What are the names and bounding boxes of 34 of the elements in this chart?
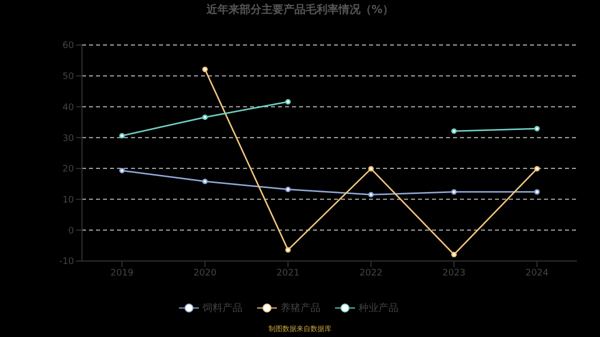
x-tick-label: 2019 <box>110 268 134 278</box>
point <box>534 189 540 195</box>
y-tick-label: 10 <box>62 195 74 206</box>
legend-label: 养猪产品 <box>280 302 320 315</box>
point <box>119 132 125 138</box>
point <box>368 192 374 198</box>
point <box>534 126 540 132</box>
y-tick-label: -10 <box>59 257 74 268</box>
point <box>451 189 457 195</box>
point <box>534 166 540 172</box>
y-tick-label: 20 <box>62 164 74 175</box>
legend-label: 饲料产品 <box>202 302 242 315</box>
point <box>202 114 208 120</box>
legend-label: 种业产品 <box>358 302 398 315</box>
point <box>285 247 291 253</box>
point <box>202 66 208 72</box>
point <box>119 168 125 174</box>
x-tick-label: 2023 <box>442 268 466 278</box>
x-tick-label: 2020 <box>194 268 217 278</box>
x-tick-label: 2024 <box>526 268 549 278</box>
x-tick-label: 2022 <box>360 268 382 278</box>
point <box>202 178 208 184</box>
point <box>451 252 457 258</box>
point <box>368 166 374 172</box>
y-tick-label: 60 <box>62 41 74 52</box>
x-tick-label: 2021 <box>276 268 300 278</box>
y-tick-label: 50 <box>62 72 74 82</box>
chart-title: 近年来部分主要产品毛利率情况（%） <box>205 2 395 17</box>
point <box>285 186 291 192</box>
point <box>451 128 457 134</box>
y-tick-label: 30 <box>62 134 74 144</box>
point <box>285 99 291 105</box>
y-tick-label: 0 <box>68 226 74 236</box>
y-tick-label: 40 <box>62 102 74 113</box>
